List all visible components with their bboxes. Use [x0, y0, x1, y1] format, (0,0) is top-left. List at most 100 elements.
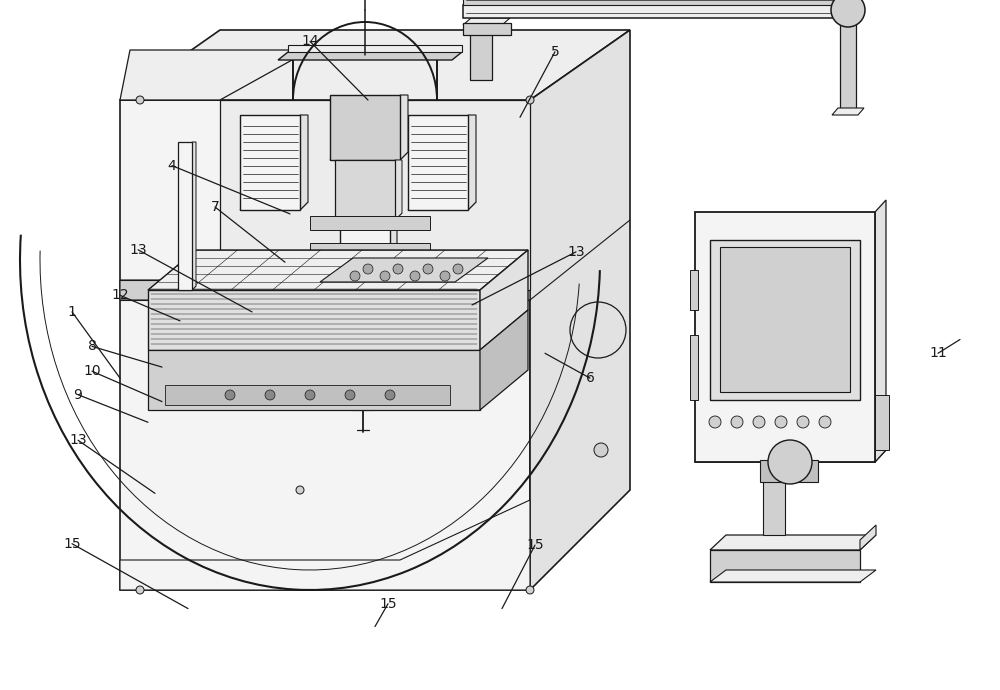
Text: 9: 9 [74, 388, 82, 402]
Polygon shape [763, 466, 791, 472]
Polygon shape [148, 350, 480, 410]
Text: 15: 15 [526, 538, 544, 552]
Bar [690, 270, 698, 310]
Polygon shape [400, 95, 408, 160]
Circle shape [380, 271, 390, 281]
Circle shape [453, 264, 463, 274]
Circle shape [440, 271, 450, 281]
Bar [335, 160, 395, 220]
Polygon shape [178, 286, 196, 290]
Polygon shape [278, 52, 462, 60]
Circle shape [136, 586, 144, 594]
Circle shape [819, 416, 831, 428]
Bar [178, 142, 192, 290]
Text: 4: 4 [168, 159, 176, 172]
Text: 12: 12 [111, 288, 129, 302]
Polygon shape [120, 50, 310, 100]
Circle shape [594, 443, 608, 457]
Polygon shape [120, 30, 630, 100]
Polygon shape [875, 200, 886, 462]
Polygon shape [832, 108, 864, 115]
Circle shape [753, 416, 765, 428]
Circle shape [305, 390, 315, 400]
Circle shape [393, 264, 403, 274]
Bar [310, 243, 430, 255]
Bar [763, 470, 785, 535]
Text: 14: 14 [301, 34, 319, 48]
Text: 13: 13 [567, 245, 585, 259]
Text: 8: 8 [88, 339, 96, 353]
Polygon shape [408, 202, 476, 210]
Bar [408, 115, 468, 210]
Circle shape [385, 390, 395, 400]
Text: 11: 11 [929, 346, 947, 360]
Bar [695, 212, 875, 462]
Polygon shape [468, 115, 476, 210]
Bar [710, 240, 860, 400]
Bar [330, 95, 400, 160]
Polygon shape [710, 535, 876, 550]
Circle shape [296, 486, 304, 494]
Bar [310, 216, 430, 230]
Polygon shape [148, 290, 480, 350]
Polygon shape [480, 250, 528, 350]
Polygon shape [288, 45, 462, 52]
Circle shape [423, 264, 433, 274]
Circle shape [350, 271, 360, 281]
Bar [352, 338, 374, 410]
Polygon shape [335, 213, 402, 220]
Circle shape [410, 271, 420, 281]
Polygon shape [148, 250, 528, 290]
Bar [240, 115, 300, 210]
Circle shape [768, 440, 812, 484]
Circle shape [797, 416, 809, 428]
Polygon shape [463, 18, 510, 25]
Circle shape [265, 390, 275, 400]
Bar [710, 550, 860, 582]
Polygon shape [480, 310, 528, 410]
Polygon shape [120, 100, 530, 590]
Text: 7: 7 [211, 200, 219, 214]
Circle shape [225, 390, 235, 400]
Polygon shape [165, 385, 450, 405]
Text: 5: 5 [551, 45, 559, 59]
Polygon shape [390, 100, 397, 250]
Polygon shape [463, 5, 840, 18]
Circle shape [136, 96, 144, 104]
Polygon shape [240, 202, 308, 210]
Polygon shape [340, 243, 397, 250]
Circle shape [731, 416, 743, 428]
Circle shape [526, 96, 534, 104]
Text: 15: 15 [379, 597, 397, 611]
Polygon shape [320, 258, 488, 282]
Polygon shape [710, 570, 876, 582]
Polygon shape [330, 152, 408, 160]
Text: 6: 6 [586, 371, 594, 385]
Circle shape [831, 0, 865, 27]
Bar [470, 20, 492, 80]
Bar [352, 250, 374, 340]
Polygon shape [860, 525, 876, 550]
Bar [463, 23, 511, 35]
Text: 10: 10 [83, 364, 101, 378]
Circle shape [526, 586, 534, 594]
Polygon shape [220, 100, 530, 290]
Text: 15: 15 [63, 537, 81, 551]
Polygon shape [120, 230, 530, 300]
Bar [690, 335, 698, 400]
Polygon shape [395, 160, 402, 220]
Circle shape [345, 390, 355, 400]
Polygon shape [192, 142, 196, 290]
Bar [340, 100, 390, 250]
Text: 13: 13 [129, 243, 147, 257]
Text: 13: 13 [69, 433, 87, 447]
Circle shape [363, 264, 373, 274]
Text: 1: 1 [68, 305, 76, 319]
Bar [875, 395, 889, 450]
Bar [760, 460, 818, 482]
Polygon shape [695, 450, 886, 462]
Circle shape [775, 416, 787, 428]
Circle shape [709, 416, 721, 428]
Polygon shape [530, 30, 630, 590]
Bar [720, 247, 850, 392]
